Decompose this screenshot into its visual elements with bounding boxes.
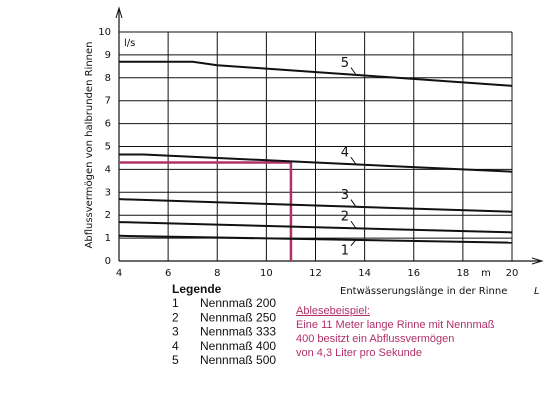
x-tick-label: 14 — [358, 268, 371, 279]
y-tick-label: 2 — [105, 210, 111, 221]
label-leader — [350, 67, 357, 75]
legend-title: Legende — [172, 282, 222, 296]
label-leader — [350, 239, 357, 247]
label-leader — [350, 156, 357, 165]
example-text: Eine 11 Meter lange Rinne mit Nennmaß — [296, 319, 495, 331]
y-tick-label: 0 — [105, 256, 111, 267]
example-text: 400 besitzt ein Abflussvermögen — [296, 333, 454, 345]
x-tick-label: 6 — [165, 268, 171, 279]
y-unit: l/s — [124, 38, 135, 49]
legend-number: 1 — [172, 296, 179, 310]
x-unit: m — [481, 268, 491, 279]
series-line — [119, 153, 513, 173]
example-text: von 4,3 Liter pro Sekunde — [296, 347, 422, 359]
x-tick-label: 8 — [214, 268, 220, 279]
y-tick-label: 6 — [105, 119, 111, 130]
example-title: Ablesebeispiel: — [296, 305, 370, 317]
y-tick-label: 4 — [105, 164, 111, 175]
label-leader — [350, 199, 357, 207]
y-tick-label: 5 — [105, 142, 111, 153]
y-tick-label: 1 — [105, 233, 111, 244]
y-tick-label: 3 — [105, 187, 111, 198]
series-label: 2 — [341, 210, 349, 225]
legend-number: 4 — [172, 339, 179, 353]
series-line — [118, 234, 513, 244]
x-axis-label: Entwässerungslänge in der Rinne — [340, 286, 507, 297]
legend-name: Nennmaß 500 — [200, 353, 276, 367]
legend-name: Nennmaß 200 — [200, 296, 276, 310]
x-tick-label: 16 — [407, 268, 420, 279]
x-tick-label: 20 — [506, 268, 519, 279]
legend-number: 5 — [172, 353, 179, 367]
series-label: 1 — [341, 243, 349, 258]
y-axis-label: Abflussvermögen von halbrunden Rinnen — [84, 42, 95, 249]
series-line — [118, 198, 513, 213]
series-label: 5 — [341, 56, 349, 71]
legend-number: 2 — [172, 310, 179, 324]
x-tick-label: 12 — [309, 268, 322, 279]
series-label: 3 — [341, 188, 349, 203]
series-line — [118, 221, 513, 234]
y-tick-label: 8 — [105, 73, 111, 84]
reading-example-line — [119, 161, 293, 261]
y-axis-arrow — [115, 6, 123, 19]
legend-name: Nennmaß 400 — [200, 339, 276, 353]
x-tick-label: 10 — [260, 268, 273, 279]
legend-name: Nennmaß 250 — [200, 310, 276, 324]
series-label: 4 — [341, 146, 349, 161]
x-axis-symbol: L — [534, 286, 540, 297]
legend-number: 3 — [172, 325, 179, 339]
y-tick-label: 9 — [105, 50, 111, 61]
label-leader — [350, 220, 357, 229]
x-tick-label: 4 — [116, 268, 122, 279]
x-tick-label: 18 — [457, 268, 470, 279]
y-tick-label: 10 — [98, 27, 111, 38]
series-line — [119, 60, 513, 87]
legend-name: Nennmaß 333 — [200, 325, 276, 339]
y-tick-label: 7 — [105, 96, 111, 107]
x-axis-arrow — [531, 257, 544, 265]
